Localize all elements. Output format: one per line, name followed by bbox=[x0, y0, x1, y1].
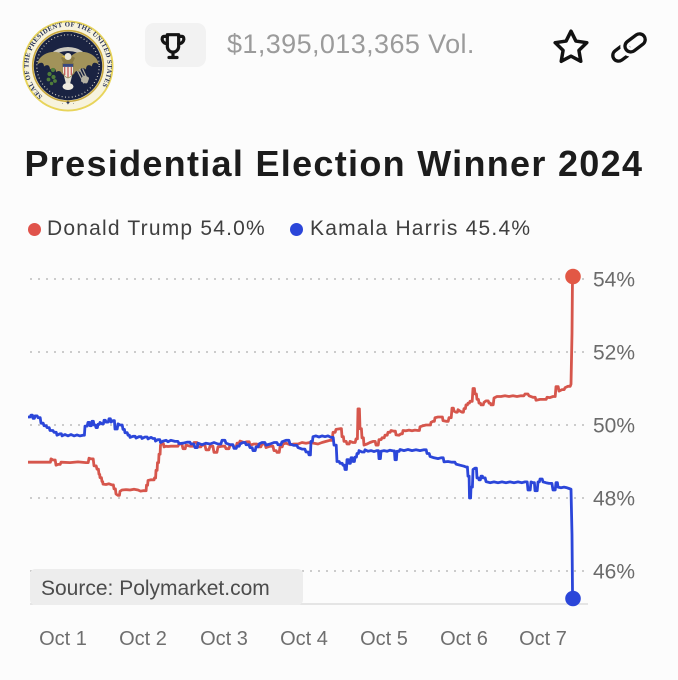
svg-text:Oct 7: Oct 7 bbox=[519, 628, 567, 650]
svg-text:50%: 50% bbox=[593, 415, 635, 438]
svg-text:Oct 6: Oct 6 bbox=[440, 628, 488, 650]
svg-text:Oct 4: Oct 4 bbox=[280, 628, 328, 650]
svg-text:46%: 46% bbox=[593, 561, 635, 584]
svg-text:54%: 54% bbox=[593, 269, 635, 292]
svg-text:52%: 52% bbox=[593, 342, 635, 365]
svg-text:· ✦ ·: · ✦ · bbox=[61, 99, 74, 107]
svg-text:Source: Polymarket.com: Source: Polymarket.com bbox=[41, 577, 270, 600]
svg-text:48%: 48% bbox=[593, 488, 635, 511]
svg-text:Oct 2: Oct 2 bbox=[119, 628, 167, 650]
svg-text:Oct 3: Oct 3 bbox=[200, 628, 248, 650]
svg-text:Oct 1: Oct 1 bbox=[39, 628, 87, 650]
svg-text:Oct 5: Oct 5 bbox=[360, 628, 408, 650]
